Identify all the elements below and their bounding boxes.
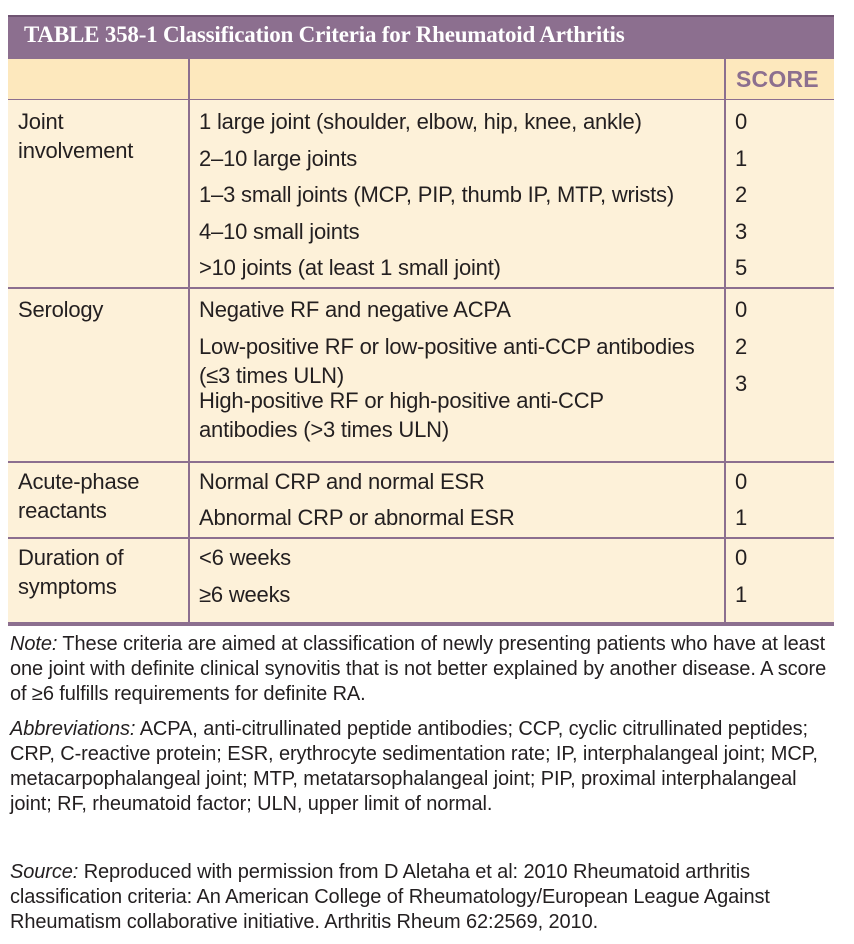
category-label: Duration of xyxy=(18,545,124,570)
category-label: Joint xyxy=(18,109,64,134)
note-footnote: Note: These criteria are aimed at classi… xyxy=(10,632,840,707)
category-label: Serology xyxy=(18,297,104,322)
score-value: 3 xyxy=(735,371,748,396)
score-value: 2 xyxy=(735,334,748,359)
criterion-text: Low-positive RF or low-positive anti-CCP… xyxy=(199,334,695,359)
criterion-text: Normal CRP and normal ESR xyxy=(199,469,485,494)
criterion-text: 2–10 large joints xyxy=(199,146,358,171)
category-label: involvement xyxy=(18,138,134,163)
score-value: 0 xyxy=(735,469,748,494)
table-title-bar: TABLE 358-1 Classification Criteria for … xyxy=(8,15,834,59)
score-value: 1 xyxy=(735,146,748,171)
column-divider xyxy=(724,59,726,624)
score-value: 0 xyxy=(735,545,748,570)
abbreviations-footnote: Abbreviations: ACPA, anti-citrullinated … xyxy=(10,717,840,817)
abbreviations-text: ACPA, anti-citrullinated peptide antibod… xyxy=(10,718,818,815)
category-label: Acute-phase xyxy=(18,469,140,494)
criterion-text: (≤3 times ULN) xyxy=(199,363,344,388)
score-value: 0 xyxy=(735,109,748,134)
criterion-text: antibodies (>3 times ULN) xyxy=(199,417,449,442)
score-value: 3 xyxy=(735,219,748,244)
score-value: 5 xyxy=(735,255,748,280)
column-divider xyxy=(188,59,190,624)
criterion-text: ≥6 weeks xyxy=(199,582,291,607)
source-footnote: Source: Reproduced with permission from … xyxy=(10,860,840,935)
table-bottom-rule xyxy=(8,622,834,626)
criterion-text: 4–10 small joints xyxy=(199,219,360,244)
abbreviations-label: Abbreviations: xyxy=(10,718,136,740)
criterion-text: Negative RF and negative ACPA xyxy=(199,297,511,322)
criterion-text: High-positive RF or high-positive anti-C… xyxy=(199,388,604,413)
category-label: symptoms xyxy=(18,574,117,599)
table-title: TABLE 358-1 Classification Criteria for … xyxy=(24,22,625,47)
score-value: 2 xyxy=(735,182,748,207)
criterion-text: >10 joints (at least 1 small joint) xyxy=(199,255,501,280)
group-divider xyxy=(8,287,834,289)
category-label: reactants xyxy=(18,498,107,523)
score-column-header: SCORE xyxy=(736,66,819,92)
table-header-row: SCORE xyxy=(8,59,834,100)
criterion-text: 1 large joint (shoulder, elbow, hip, kne… xyxy=(199,109,642,134)
criterion-text: 1–3 small joints (MCP, PIP, thumb IP, MT… xyxy=(199,182,674,207)
score-value: 0 xyxy=(735,297,748,322)
source-label: Source: xyxy=(10,861,79,883)
criterion-text: <6 weeks xyxy=(199,545,291,570)
group-divider xyxy=(8,461,834,463)
source-text: Reproduced with permission from D Aletah… xyxy=(10,861,770,933)
criterion-text: Abnormal CRP or abnormal ESR xyxy=(199,505,515,530)
score-value: 1 xyxy=(735,582,748,607)
criteria-table: SCORE Joint involvement 1 large joint (sho… xyxy=(8,59,834,624)
score-value: 1 xyxy=(735,505,748,530)
note-text: These criteria are aimed at classificati… xyxy=(10,633,827,705)
note-label: Note: xyxy=(10,633,58,655)
group-divider xyxy=(8,537,834,539)
